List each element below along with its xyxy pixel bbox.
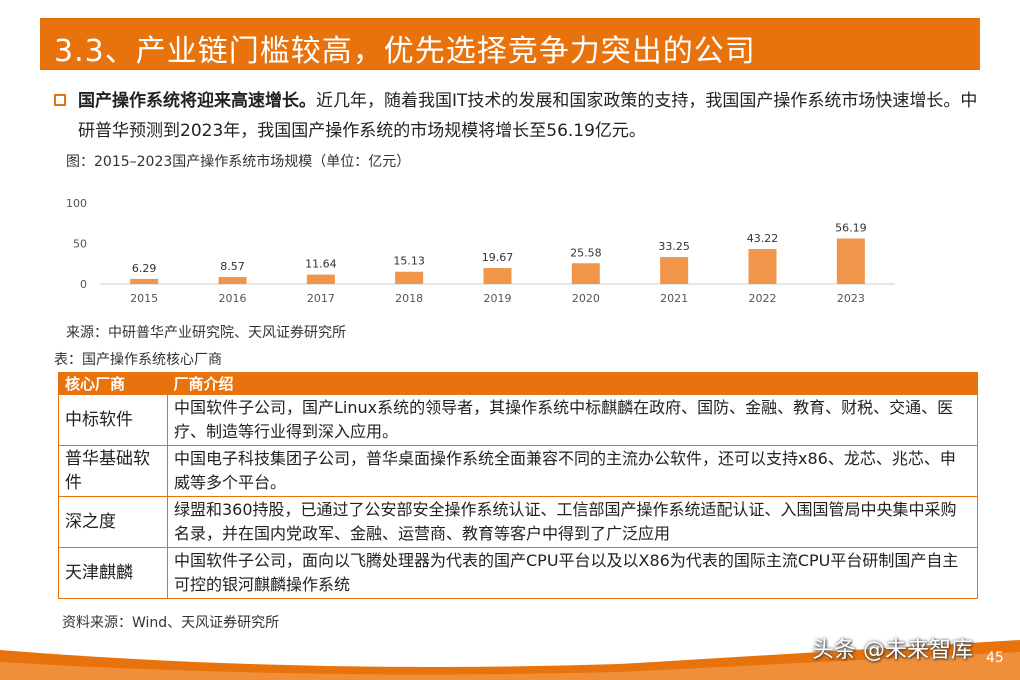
bar	[218, 277, 247, 284]
vendor-description: 中国电子科技集团子公司，普华桌面操作系统全面兼容不同的主流办公软件，还可以支持x…	[167, 445, 978, 497]
bullet-paragraph: 国产操作系统将迎来高速增长。近几年，随着我国IT技术的发展和国家政策的支持，我国…	[54, 86, 984, 146]
vendor-description: 中国软件子公司，面向以飞腾处理器为代表的国产CPU平台以及以X86为代表的国际主…	[167, 547, 978, 599]
page-number: 45	[986, 650, 1004, 666]
table-source: 资料来源：Wind、天风证券研究所	[62, 615, 280, 631]
header-vendor: 核心厂商	[58, 372, 168, 395]
bar	[748, 248, 777, 284]
data-label: 25.58	[570, 246, 602, 259]
x-tick-label: 2015	[130, 292, 158, 305]
data-label: 43.22	[747, 232, 779, 245]
bar	[306, 274, 335, 284]
x-tick-label: 2021	[660, 292, 688, 305]
market-size-chart: 0 50 100 6.29 2015 8.57 2016 11.64 2017 15.13 2018…	[60, 188, 900, 318]
chart-caption: 图：2015–2023国产操作系统市场规模（单位：亿元）	[66, 154, 411, 170]
bar	[571, 263, 600, 284]
data-label: 33.25	[658, 240, 690, 253]
section-title-bar: 3.3、产业链门槛较高，优先选择竞争力突出的公司	[40, 18, 980, 70]
data-label: 6.29	[132, 262, 157, 275]
x-tick-label: 2022	[749, 292, 777, 305]
data-label: 19.67	[482, 251, 514, 264]
table-row: 普华基础软件 中国电子科技集团子公司，普华桌面操作系统全面兼容不同的主流办公软件…	[58, 445, 978, 497]
y-tick-label: 50	[73, 238, 87, 251]
bullet-lead: 国产操作系统将迎来高速增长。	[78, 91, 316, 111]
x-tick-label: 2018	[395, 292, 423, 305]
table-row: 深之度 绿盟和360持股，已通过了公安部安全操作系统认证、工信部国产操作系统适配…	[58, 496, 978, 548]
x-tick-label: 2016	[219, 292, 247, 305]
vendor-name: 天津麒麟	[58, 547, 168, 599]
data-label: 11.64	[305, 258, 337, 271]
table-caption: 表：国产操作系统核心厂商	[54, 352, 222, 368]
header-description: 厂商介绍	[167, 372, 978, 395]
chart-source: 来源：中研普华产业研究院、天风证券研究所	[66, 325, 346, 341]
x-tick-label: 2017	[307, 292, 335, 305]
section-title: 3.3、产业链门槛较高，优先选择竞争力突出的公司	[54, 34, 756, 69]
footer-decoration	[0, 640, 1020, 680]
vendor-name: 普华基础软件	[58, 445, 168, 497]
vendor-table: 核心厂商 厂商介绍 中标软件 中国软件子公司，国产Linux系统的领导者，其操作…	[58, 372, 978, 599]
data-label: 56.19	[835, 221, 867, 234]
bar	[660, 257, 689, 284]
watermark: 头条 @未来智库	[812, 638, 973, 663]
bar	[130, 278, 159, 284]
table-header-row: 核心厂商 厂商介绍	[58, 372, 978, 395]
x-tick-label: 2019	[484, 292, 512, 305]
vendor-name: 深之度	[58, 496, 168, 548]
x-tick-label: 2023	[837, 292, 865, 305]
bar	[483, 268, 512, 284]
table-row: 中标软件 中国软件子公司，国产Linux系统的领导者，其操作系统中标麒麟在政府、…	[58, 395, 978, 446]
data-label: 8.57	[220, 260, 245, 273]
x-tick-label: 2020	[572, 292, 600, 305]
chart-svg: 0 50 100 6.29 2015 8.57 2016 11.64 2017 15.13 2018…	[66, 197, 895, 305]
y-tick-label: 100	[66, 197, 87, 210]
vendor-name: 中标软件	[58, 395, 168, 446]
table-row: 天津麒麟 中国软件子公司，面向以飞腾处理器为代表的国产CPU平台以及以X86为代…	[58, 547, 978, 599]
bar	[836, 238, 865, 284]
y-tick-label: 0	[80, 278, 87, 291]
bar	[395, 271, 424, 284]
vendor-description: 中国软件子公司，国产Linux系统的领导者，其操作系统中标麒麟在政府、国防、金融…	[167, 395, 978, 446]
vendor-description: 绿盟和360持股，已通过了公安部安全操作系统认证、工信部国产操作系统适配认证、入…	[167, 496, 978, 548]
square-bullet-icon	[54, 94, 66, 106]
bullet-body: 近几年，随着我国IT技术的发展和国家政策的支持，我国国产操作系统市场快速增长。中…	[78, 91, 978, 141]
data-label: 15.13	[393, 255, 425, 268]
